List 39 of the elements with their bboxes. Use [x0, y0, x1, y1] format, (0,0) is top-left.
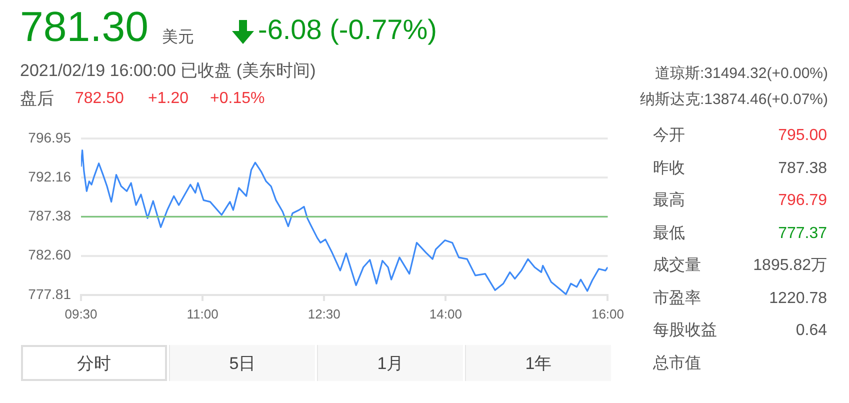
- text: 盘后: [20, 89, 54, 108]
- y-tick-label: 787.38: [28, 208, 72, 224]
- text: 每股收益: [653, 322, 717, 339]
- text: 分时: [21, 345, 167, 381]
- text: +0.15%: [210, 90, 265, 107]
- text: -6.08 (-0.77%): [258, 14, 437, 45]
- y-tick-label: 782.60: [28, 246, 72, 263]
- text: 最高: [653, 192, 685, 209]
- x-tick-label: 11:00: [186, 306, 218, 322]
- y-tick-label: 777.81: [28, 286, 72, 302]
- y-tick-label: 792.16: [28, 168, 72, 184]
- text: 市盈率: [653, 290, 701, 306]
- text: 1220.78: [769, 290, 827, 306]
- chart-subtitle: 2021/02/19 16:00:00 已收盘 (美东时间): [20, 61, 316, 80]
- text: 成交量: [653, 257, 701, 274]
- x-tick-label: 09:30: [64, 306, 98, 322]
- y-tick-label: 796.95: [28, 129, 72, 146]
- text: 5日: [169, 345, 315, 381]
- x-tick-label: 14:00: [429, 306, 462, 322]
- text: 0.64: [796, 322, 827, 339]
- text: 最低: [653, 224, 685, 242]
- text: 1月: [317, 345, 463, 381]
- text: +1.20: [148, 90, 188, 107]
- text: 纳斯达克:13874.46(+0.07%): [640, 91, 828, 108]
- text: 777.37: [778, 224, 827, 242]
- text: 1895.82万: [753, 257, 827, 274]
- text: 787.38: [778, 160, 827, 176]
- text: 1年: [465, 345, 611, 381]
- text: 795.00: [778, 127, 827, 144]
- text: 782.50: [75, 90, 124, 107]
- x-tick-label: 16:00: [591, 306, 624, 322]
- text: 美元: [162, 29, 194, 46]
- x-tick-label: 12:30: [308, 306, 340, 322]
- text: 今开: [653, 127, 685, 144]
- text: 昨收: [653, 160, 685, 176]
- chart-title: 781.30: [20, 3, 148, 50]
- text: 总市值: [653, 354, 701, 372]
- text: 道琼斯:31494.32(+0.00%): [654, 65, 828, 82]
- text: 796.79: [778, 192, 827, 209]
